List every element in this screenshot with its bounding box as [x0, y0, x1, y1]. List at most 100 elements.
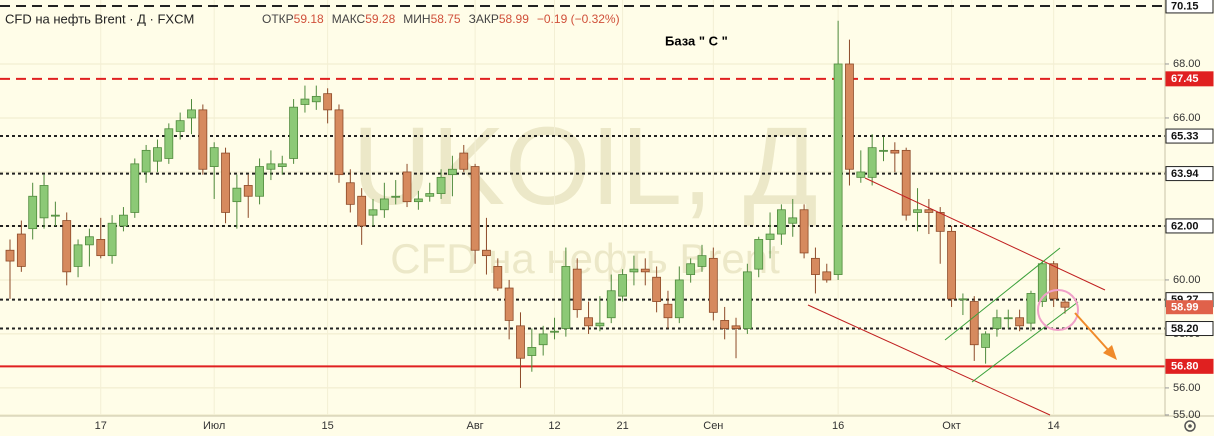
- level-label-box: [1165, 166, 1214, 182]
- candle-body: [255, 166, 264, 197]
- candle-body: [141, 149, 151, 173]
- levels: [0, 4, 1165, 368]
- x-tick-label: 21: [616, 420, 628, 432]
- candle-body: [640, 268, 650, 273]
- candle-body: [550, 330, 559, 333]
- candle-body: [947, 230, 956, 300]
- candle-body: [924, 209, 934, 213]
- candle-body: [674, 279, 684, 319]
- candle-body: [62, 220, 72, 273]
- gear-center: [1188, 424, 1192, 428]
- candle-body: [28, 195, 38, 230]
- level-labels: 70.1567.4565.3363.9462.0059.2758.2056.80…: [1165, 0, 1214, 374]
- candle-body: [221, 152, 230, 213]
- annotation: База " С ": [665, 33, 728, 48]
- y-tick-label: 66.00: [1173, 112, 1201, 124]
- y-tick-label: 60.00: [1173, 274, 1201, 286]
- candle-body: [459, 152, 469, 170]
- candle-body: [1015, 317, 1025, 327]
- level-label-box: [1165, 0, 1214, 14]
- candle-body: [1049, 263, 1059, 300]
- candle-body: [822, 271, 832, 281]
- header: CFD на нефть Brent · Д · FXCM ОТКР59.18 М…: [5, 11, 620, 26]
- candle-body: [413, 198, 423, 203]
- candle-body: [379, 198, 389, 211]
- candle-body: [164, 128, 174, 159]
- candle-body: [96, 239, 106, 257]
- candle-body: [708, 257, 718, 313]
- candle-body: [153, 147, 162, 162]
- x-tick-label: Сен: [703, 420, 723, 432]
- candle-body: [731, 325, 741, 329]
- level-label: 62.00: [1171, 220, 1199, 232]
- candle-body: [357, 195, 367, 227]
- candle-body: [448, 168, 457, 176]
- candle-body: [107, 222, 117, 257]
- candle-body: [334, 109, 344, 176]
- settings-icon[interactable]: [1184, 420, 1196, 432]
- candle-body: [402, 171, 412, 203]
- candle-body: [992, 317, 1002, 329]
- candle-body: [470, 166, 480, 251]
- candle-body: [504, 287, 514, 321]
- candle-body: [345, 182, 355, 205]
- candle-body: [969, 301, 979, 346]
- channel-line: [864, 177, 1106, 291]
- candle-body: [913, 209, 922, 213]
- arrow-head: [1103, 345, 1117, 360]
- candle-body: [73, 244, 83, 267]
- candle-body: [266, 163, 276, 170]
- x-tick-label: 16: [832, 420, 844, 432]
- channel-line: [944, 247, 1061, 341]
- change: −0.19 (−0.32%): [537, 12, 620, 26]
- candle-body: [368, 209, 378, 216]
- candle-body: [130, 163, 140, 213]
- candle-body: [595, 322, 605, 327]
- candle-body: [935, 212, 945, 232]
- candle-body: [516, 325, 525, 359]
- candle-body: [981, 333, 990, 348]
- level-label: 56.80: [1171, 361, 1199, 373]
- candle-body: [119, 214, 128, 227]
- candle-body: [277, 163, 287, 167]
- x-tick-label: 12: [548, 420, 560, 432]
- level-label: 65.33: [1171, 130, 1199, 142]
- level-label: 67.45: [1171, 73, 1199, 85]
- candle-body: [300, 98, 310, 105]
- candle-body: [845, 63, 854, 170]
- watermark-name: CFD на нефть Brent: [390, 235, 780, 282]
- candle-body: [425, 193, 435, 197]
- candle-body: [1060, 301, 1070, 308]
- candle-body: [799, 209, 809, 254]
- level-label: 63.94: [1171, 168, 1199, 180]
- level-label-box: [1165, 321, 1214, 337]
- candle-body: [958, 298, 968, 301]
- channel-line: [971, 301, 1079, 383]
- ohlc-value: 58.99: [499, 12, 529, 26]
- candle-body: [482, 249, 491, 257]
- ohlc-values: ОТКР59.18 МАКС59.28 МИН58.75 ЗАКР58.99 −0.19…: [262, 12, 620, 26]
- candle-body: [50, 214, 60, 217]
- candle-body: [765, 233, 775, 240]
- candle-body: [686, 263, 696, 275]
- level-label: 58.20: [1171, 323, 1199, 335]
- gear[interactable]: [1184, 420, 1196, 432]
- candle-body: [720, 320, 730, 329]
- level-label-box: [1165, 218, 1214, 234]
- drawings: [807, 177, 1117, 416]
- candle-body: [652, 276, 662, 302]
- candle-body: [232, 187, 242, 203]
- candle-body: [209, 147, 219, 167]
- candle-body: [85, 236, 94, 246]
- arrow: [1074, 312, 1111, 353]
- candle-body: [1003, 317, 1013, 320]
- level-label-box: [1165, 358, 1214, 374]
- ohlc-label: МИН: [403, 12, 430, 26]
- candle-body: [629, 268, 639, 273]
- candle-body: [890, 149, 900, 154]
- x-tick-label: 17: [95, 420, 107, 432]
- candle-body: [243, 185, 253, 197]
- candle-body: [527, 347, 537, 356]
